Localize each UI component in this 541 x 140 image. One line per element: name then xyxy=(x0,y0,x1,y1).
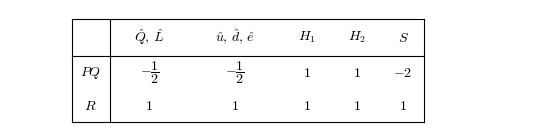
Text: $-\dfrac{1}{2}$: $-\dfrac{1}{2}$ xyxy=(226,60,245,86)
Text: $1$: $1$ xyxy=(302,66,311,80)
Text: $1$: $1$ xyxy=(232,99,239,113)
Text: $-2$: $-2$ xyxy=(393,66,413,80)
Text: $PQ$: $PQ$ xyxy=(80,65,101,81)
Text: $1$: $1$ xyxy=(146,99,153,113)
Text: $H_1$: $H_1$ xyxy=(298,30,315,45)
Text: $1$: $1$ xyxy=(353,66,361,80)
Text: $1$: $1$ xyxy=(302,99,311,113)
Text: $\hat{u},\, \hat{d},\, \hat{e}$: $\hat{u},\, \hat{d},\, \hat{e}$ xyxy=(215,28,255,47)
Text: $S$: $S$ xyxy=(398,31,408,45)
Text: $\hat{Q},\, \hat{L}$: $\hat{Q},\, \hat{L}$ xyxy=(134,28,164,47)
Text: $1$: $1$ xyxy=(353,99,361,113)
Text: $H_2$: $H_2$ xyxy=(348,30,366,45)
Text: $R$: $R$ xyxy=(84,99,97,113)
Text: $1$: $1$ xyxy=(399,99,407,113)
Text: $-\dfrac{1}{2}$: $-\dfrac{1}{2}$ xyxy=(140,60,159,86)
